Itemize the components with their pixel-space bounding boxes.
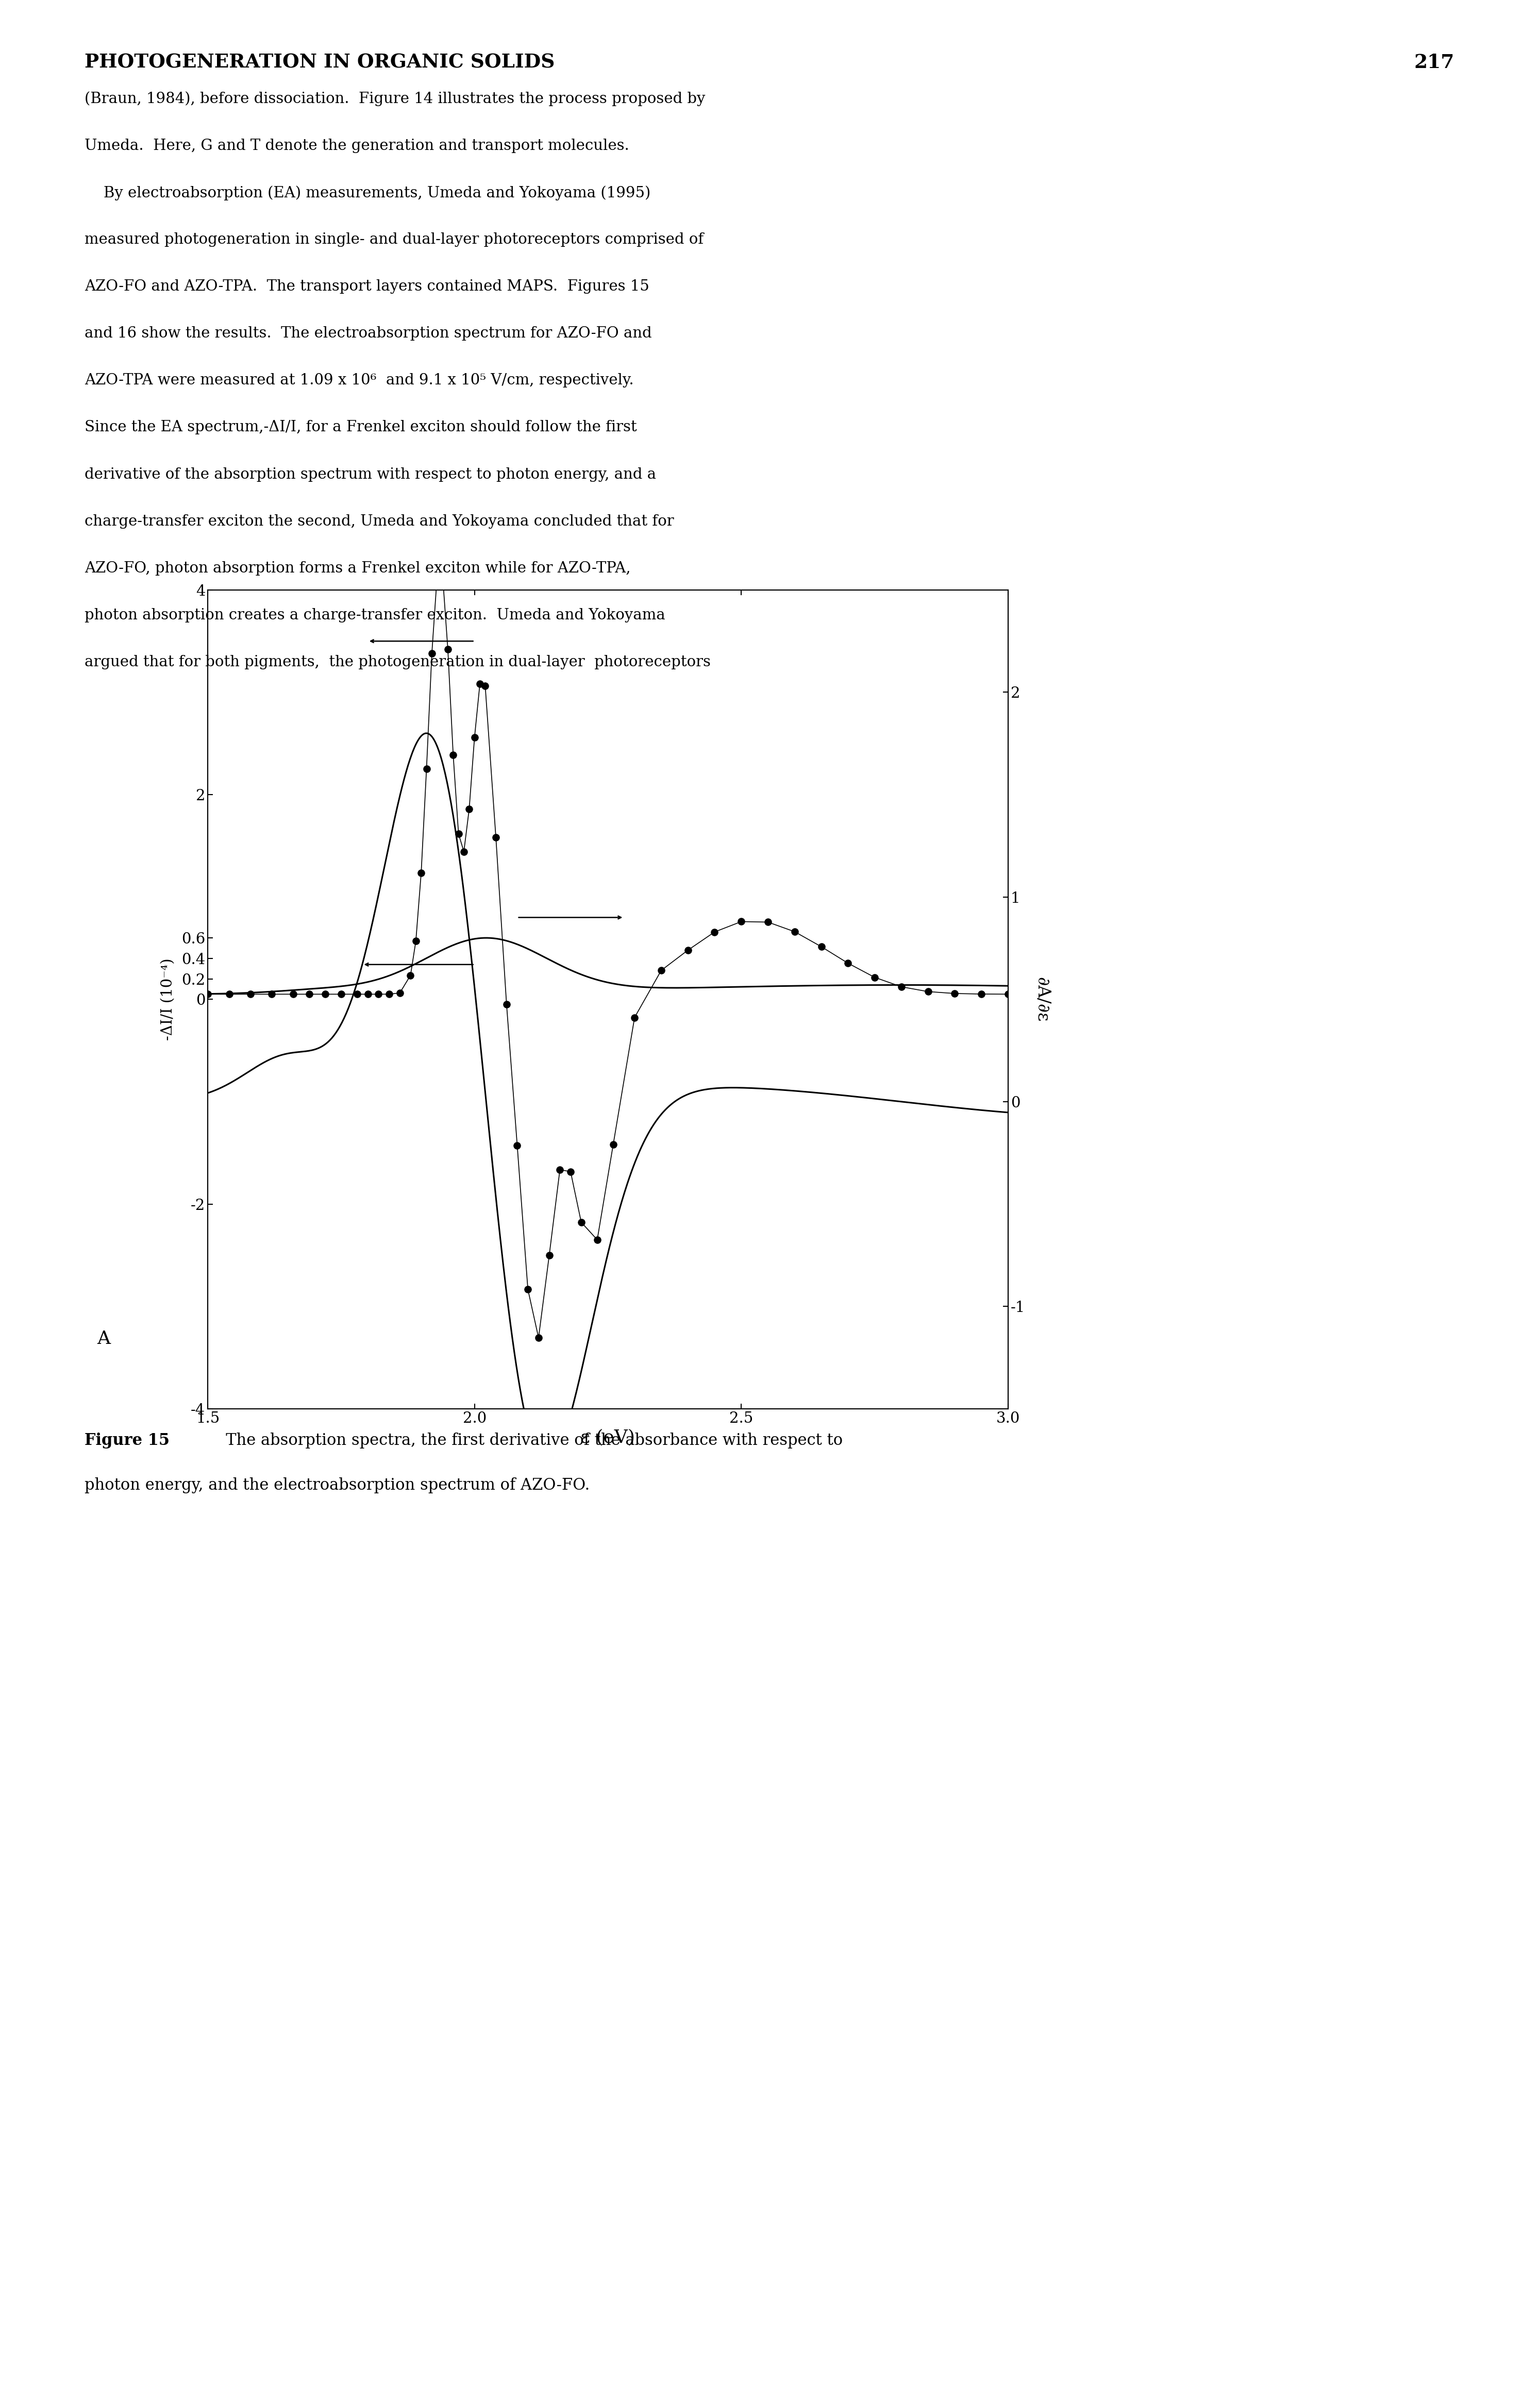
Point — [483, 819, 508, 857]
Point — [414, 749, 439, 787]
Text: charge-transfer exciton the second, Umeda and Yokoyama concluded that for: charge-transfer exciton the second, Umed… — [85, 515, 674, 527]
Text: Umeda.  Here, G and T denote the generation and transport molecules.: Umeda. Here, G and T denote the generati… — [85, 137, 629, 152]
Point — [462, 718, 486, 756]
Point — [195, 975, 220, 1014]
Text: (Braun, 1984), before dissociation.  Figure 14 illustrates the process proposed : (Braun, 1984), before dissociation. Figu… — [85, 92, 705, 106]
Point — [537, 1235, 562, 1274]
Point — [810, 927, 834, 966]
Y-axis label: -ΔI/I (10⁻⁴): -ΔI/I (10⁻⁴) — [162, 958, 175, 1040]
Point — [403, 922, 428, 961]
Point — [782, 913, 806, 951]
Point — [649, 951, 674, 990]
Point — [457, 790, 482, 828]
Point — [399, 956, 423, 995]
Point — [312, 975, 337, 1014]
Point — [569, 1204, 594, 1243]
Point — [436, 631, 460, 669]
Point — [559, 1153, 583, 1192]
Point — [585, 1221, 609, 1259]
Point — [409, 855, 434, 893]
Point — [862, 958, 886, 997]
Point — [505, 1127, 529, 1165]
Point — [836, 944, 860, 982]
Point — [996, 975, 1020, 1014]
Point — [356, 975, 380, 1014]
Point — [420, 633, 445, 672]
Point — [600, 1125, 625, 1163]
Text: The absorption spectra, the first derivative of the absorbance with respect to: The absorption spectra, the first deriva… — [211, 1433, 843, 1450]
Point — [970, 975, 994, 1014]
Point — [468, 665, 492, 703]
Point — [239, 975, 263, 1014]
Point — [516, 1269, 540, 1308]
Text: and 16 show the results.  The electroabsorption spectrum for AZO-FO and: and 16 show the results. The electroabso… — [85, 327, 653, 340]
X-axis label: ε (eV): ε (eV) — [580, 1428, 636, 1445]
Point — [916, 973, 940, 1011]
Point — [472, 667, 497, 706]
Point — [431, 556, 456, 595]
Point — [377, 975, 402, 1014]
Text: Figure 15: Figure 15 — [85, 1433, 169, 1450]
Point — [494, 985, 519, 1023]
Text: PHOTOGENERATION IN ORGANIC SOLIDS: PHOTOGENERATION IN ORGANIC SOLIDS — [85, 53, 556, 72]
Text: derivative of the absorption spectrum with respect to photon energy, and a: derivative of the absorption spectrum wi… — [85, 467, 656, 482]
Text: A: A — [97, 1329, 111, 1348]
Point — [329, 975, 354, 1014]
Point — [729, 903, 754, 942]
Text: 217: 217 — [1414, 53, 1454, 72]
Point — [260, 975, 285, 1014]
Point — [548, 1151, 573, 1190]
Point — [440, 734, 465, 773]
Point — [345, 975, 369, 1014]
Point — [446, 814, 471, 852]
Point — [366, 975, 391, 1014]
Point — [622, 999, 646, 1038]
Text: By electroabsorption (EA) measurements, Umeda and Yokoyama (1995): By electroabsorption (EA) measurements, … — [85, 185, 651, 200]
Point — [526, 1320, 551, 1358]
Point — [280, 975, 305, 1014]
Point — [451, 833, 476, 872]
Text: measured photogeneration in single- and dual-layer photoreceptors comprised of: measured photogeneration in single- and … — [85, 234, 703, 246]
Text: photon absorption creates a charge-transfer exciton.  Umeda and Yokoyama: photon absorption creates a charge-trans… — [85, 609, 665, 621]
Text: argued that for both pigments,  the photogeneration in dual-layer  photoreceptor: argued that for both pigments, the photo… — [85, 655, 711, 669]
Point — [297, 975, 322, 1014]
Text: photon energy, and the electroabsorption spectrum of AZO-FO.: photon energy, and the electroabsorption… — [85, 1476, 589, 1493]
Text: AZO-FO and AZO-TPA.  The transport layers contained MAPS.  Figures 15: AZO-FO and AZO-TPA. The transport layers… — [85, 279, 649, 294]
Point — [388, 973, 412, 1011]
Point — [890, 968, 914, 1007]
Text: AZO-FO, photon absorption forms a Frenkel exciton while for AZO-TPA,: AZO-FO, photon absorption forms a Frenke… — [85, 561, 631, 576]
Text: Since the EA spectrum,-ΔI/I, for a Frenkel exciton should follow the first: Since the EA spectrum,-ΔI/I, for a Frenk… — [85, 421, 637, 433]
Point — [676, 932, 700, 970]
Point — [425, 556, 449, 595]
Y-axis label: ∂A/∂ε: ∂A/∂ε — [1034, 978, 1050, 1021]
Text: AZO-TPA were measured at 1.09 x 10⁶  and 9.1 x 10⁵ V/cm, respectively.: AZO-TPA were measured at 1.09 x 10⁶ and … — [85, 373, 634, 388]
Point — [756, 903, 780, 942]
Point — [702, 913, 726, 951]
Point — [217, 975, 242, 1014]
Point — [942, 975, 966, 1014]
